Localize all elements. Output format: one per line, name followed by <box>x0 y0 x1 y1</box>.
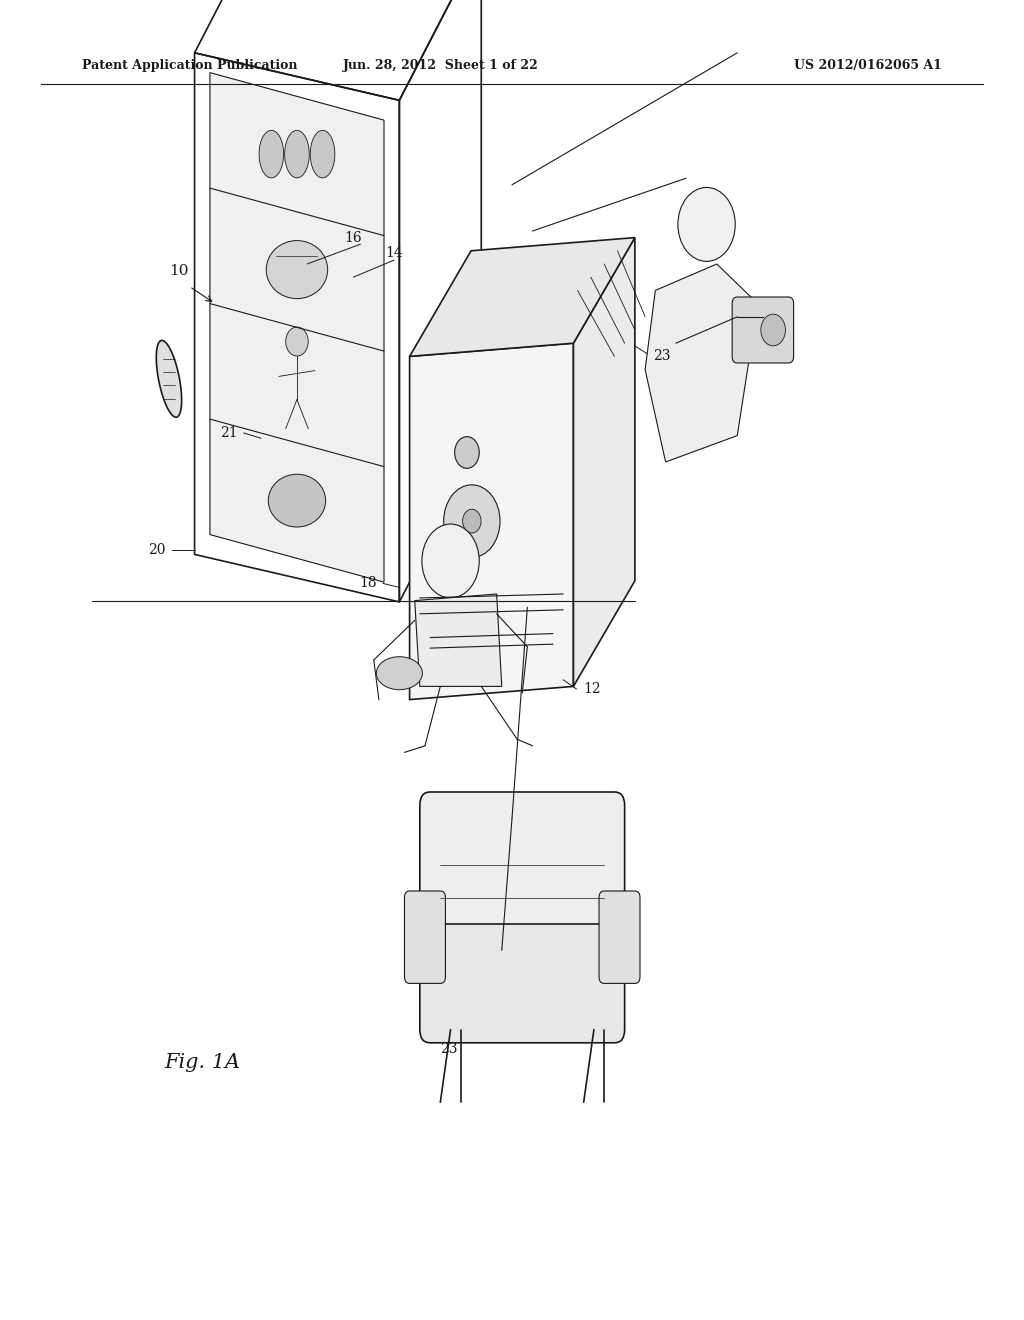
FancyBboxPatch shape <box>599 891 640 983</box>
Ellipse shape <box>266 240 328 298</box>
FancyBboxPatch shape <box>420 898 625 1043</box>
Polygon shape <box>415 594 502 686</box>
Ellipse shape <box>268 474 326 527</box>
Text: 23: 23 <box>439 1043 458 1056</box>
Text: 21: 21 <box>220 426 238 440</box>
Polygon shape <box>410 238 635 356</box>
Text: 23: 23 <box>653 350 671 363</box>
Circle shape <box>455 437 479 469</box>
FancyBboxPatch shape <box>420 792 625 924</box>
Text: Jun. 28, 2012  Sheet 1 of 22: Jun. 28, 2012 Sheet 1 of 22 <box>342 59 539 73</box>
Text: US 2012/0162065 A1: US 2012/0162065 A1 <box>795 59 942 73</box>
Polygon shape <box>645 264 758 462</box>
Ellipse shape <box>377 657 423 689</box>
Polygon shape <box>573 238 635 686</box>
Circle shape <box>761 314 785 346</box>
Text: 18: 18 <box>359 577 377 590</box>
Polygon shape <box>410 343 573 700</box>
Text: 14: 14 <box>385 247 403 260</box>
Circle shape <box>422 524 479 598</box>
FancyBboxPatch shape <box>732 297 794 363</box>
Ellipse shape <box>285 131 309 178</box>
FancyBboxPatch shape <box>404 891 445 983</box>
Text: 10: 10 <box>169 264 189 277</box>
Circle shape <box>286 327 308 356</box>
Circle shape <box>678 187 735 261</box>
Ellipse shape <box>259 131 284 178</box>
Ellipse shape <box>463 510 481 533</box>
Text: Patent Application Publication: Patent Application Publication <box>82 59 297 73</box>
Ellipse shape <box>157 341 181 417</box>
Polygon shape <box>210 73 384 582</box>
Text: 12: 12 <box>584 682 601 696</box>
Text: 16: 16 <box>344 231 362 244</box>
Ellipse shape <box>443 484 500 557</box>
Text: 20: 20 <box>148 544 166 557</box>
Ellipse shape <box>310 131 335 178</box>
Text: Fig. 1A: Fig. 1A <box>164 1053 240 1072</box>
